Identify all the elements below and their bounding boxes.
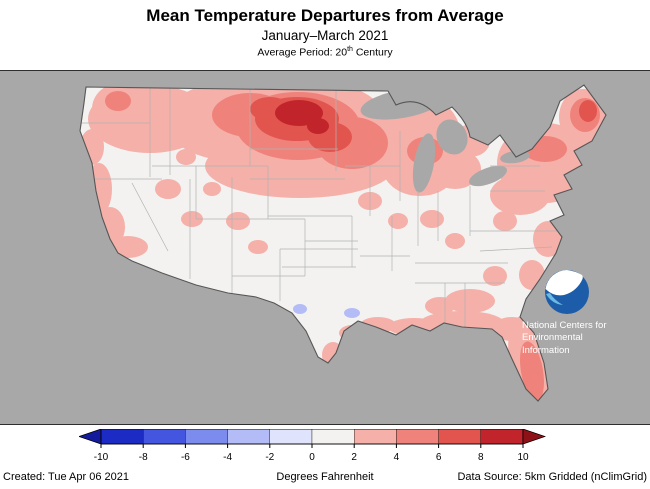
svg-text:-10: -10 xyxy=(94,452,109,463)
svg-text:-2: -2 xyxy=(265,452,274,463)
svg-text:-4: -4 xyxy=(223,452,232,463)
svg-text:6: 6 xyxy=(436,452,442,463)
noaa-logo xyxy=(545,270,589,314)
colorbar: -10 -8 -6 -4 -2 0 2 4 6 8 10 xyxy=(77,428,547,463)
svg-text:0: 0 xyxy=(309,452,315,463)
great-lakes xyxy=(360,88,530,193)
header: Mean Temperature Departures from Average… xyxy=(0,0,650,70)
svg-text:10: 10 xyxy=(517,452,529,463)
svg-text:-8: -8 xyxy=(139,452,148,463)
anomaly-plus8-10-regions xyxy=(275,100,329,134)
map-title: Mean Temperature Departures from Average xyxy=(146,6,504,25)
units-label: Degrees Fahrenheit xyxy=(276,471,374,483)
map-area: National Centers for Environmental Infor… xyxy=(0,70,650,425)
data-source: Data Source: 5km Gridded (nClimGrid) xyxy=(457,471,647,483)
svg-text:-6: -6 xyxy=(181,452,190,463)
svg-text:8: 8 xyxy=(478,452,484,463)
noaa-org-name: National Centers for Environmental Infor… xyxy=(522,320,607,356)
anomaly-below-normal-spots xyxy=(293,304,360,318)
colorbar-legend: -10 -8 -6 -4 -2 0 2 4 6 8 10 xyxy=(77,428,547,467)
map-subtitle: January–March 2021 xyxy=(261,28,389,43)
map-average-period: Average Period: 20th Century xyxy=(257,46,393,59)
svg-text:2: 2 xyxy=(351,452,357,463)
noaa-logo-block: National Centers for Environmental Infor… xyxy=(518,269,640,357)
footer: Created: Tue Apr 06 2021 Degrees Fahrenh… xyxy=(0,471,650,486)
svg-text:4: 4 xyxy=(394,452,400,463)
created-date: Created: Tue Apr 06 2021 xyxy=(3,471,129,483)
state-borders xyxy=(80,87,560,327)
us-temperature-anomaly-map xyxy=(79,84,607,402)
